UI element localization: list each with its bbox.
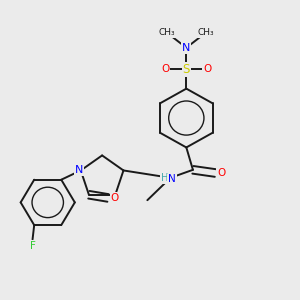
Text: H: H bbox=[161, 173, 168, 183]
Text: O: O bbox=[217, 168, 226, 178]
Text: O: O bbox=[110, 193, 119, 203]
Text: S: S bbox=[183, 63, 190, 76]
Text: N: N bbox=[75, 165, 83, 176]
Text: O: O bbox=[203, 64, 211, 74]
Text: F: F bbox=[30, 241, 35, 251]
Text: N: N bbox=[182, 43, 190, 53]
Text: CH₃: CH₃ bbox=[198, 28, 214, 37]
Text: O: O bbox=[161, 64, 169, 74]
Text: CH₃: CH₃ bbox=[158, 28, 175, 37]
Text: N: N bbox=[168, 174, 176, 184]
